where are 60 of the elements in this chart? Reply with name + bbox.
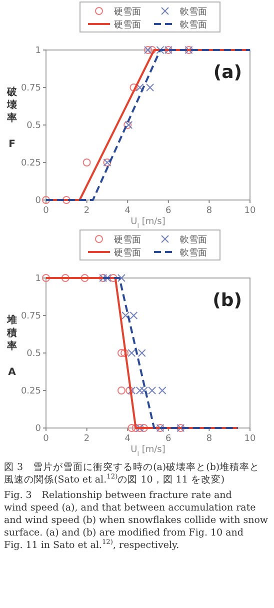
x-tick-label: 6	[166, 434, 172, 444]
point	[42, 274, 50, 282]
y-tick-label: 0.5	[26, 121, 41, 131]
legend-label: 硬雪面	[114, 234, 141, 246]
point	[146, 84, 154, 92]
x-axis-title: U$_{l}$ [m/s]	[130, 445, 166, 458]
x-tick-label: 0	[43, 434, 50, 444]
y-tick-label: 0.25	[20, 386, 41, 396]
point	[103, 274, 112, 282]
point	[128, 349, 136, 357]
y-tick-label: 0.75	[20, 312, 41, 322]
point	[61, 274, 70, 282]
y-tick-label: 1	[35, 46, 41, 56]
annotation: (a)	[213, 62, 242, 83]
x-tick-label: 2	[84, 206, 90, 216]
y-tick-label: 0	[35, 424, 42, 434]
point	[148, 46, 156, 54]
x-tick-label: 10	[244, 206, 256, 216]
y-tick-label: 0.75	[20, 84, 41, 94]
x-tick-label: 0	[43, 206, 50, 216]
legend-label: 硬雪面	[114, 20, 141, 30]
point	[128, 424, 136, 432]
point	[109, 274, 118, 282]
x-tick-label: 2	[84, 434, 90, 444]
legend-label: 軟雪面	[180, 20, 207, 30]
text: 堆積率 A	[7, 315, 17, 378]
y-tick-label: 0	[35, 196, 42, 206]
legend-label: 軟雪面	[180, 248, 207, 258]
y-tick-label: 0.5	[26, 349, 41, 359]
point	[42, 196, 50, 204]
annotation: (b)	[212, 290, 242, 311]
point	[62, 196, 70, 204]
point	[117, 386, 126, 394]
x-tick-label: 8	[206, 434, 212, 444]
point	[80, 274, 89, 282]
x-tick-label: 10	[244, 434, 256, 444]
y-tick-label: 1	[35, 274, 41, 284]
x-tick-label: 6	[166, 206, 172, 216]
x-tick-label: 4	[124, 206, 131, 216]
point	[158, 386, 166, 394]
legend-label: 軟雪面	[180, 234, 207, 246]
point	[117, 274, 126, 282]
point	[130, 84, 138, 92]
x-tick-label: 4	[124, 434, 131, 444]
point	[117, 349, 126, 357]
caption: Fig. 3 Relationship between fracture rate and wind speed (a), and that between accumulation rate and wind speed (b) when snowflakes collide with snow surface. (a) and (b) are modified from Fig. 10 and Fig. 11 in Sato et al.$^{12)}$, respectively.	[4, 490, 268, 551]
point	[82, 158, 91, 166]
legend-label: 硬雪面	[114, 248, 141, 258]
x-tick-label: 8	[206, 206, 212, 216]
point	[120, 349, 129, 357]
point	[140, 424, 148, 432]
y-tick-label: 0.25	[20, 158, 41, 168]
x-axis-title: U$_{l}$ [m/s]	[130, 217, 166, 230]
text: 破壊率 F	[7, 87, 17, 150]
legend-label: 硬雪面	[114, 6, 141, 18]
point	[132, 424, 140, 432]
point	[138, 349, 146, 357]
caption: 図 3 雪片が雪面に衝突する時の(a)破壊率と(b)堆積率と風速の関係(Sato et al.$^{12)}$の図 10，図 11 を改変)	[4, 461, 260, 486]
point	[136, 84, 144, 92]
legend-label: 軟雪面	[180, 6, 207, 18]
